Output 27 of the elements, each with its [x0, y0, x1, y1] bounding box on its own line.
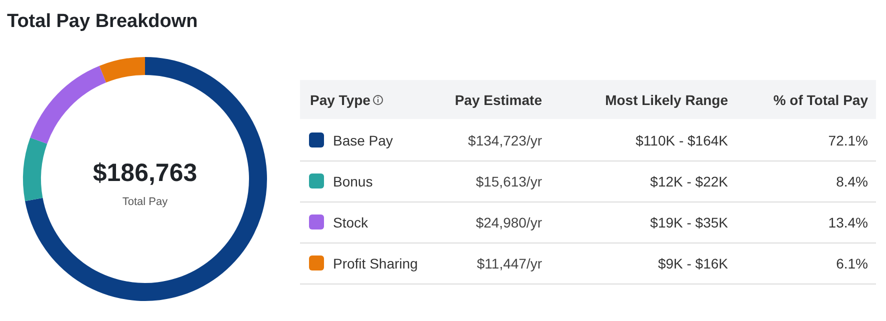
text: $15,613/yr	[476, 174, 542, 190]
text: $11,447/yr	[476, 256, 542, 272]
text: Most Likely Range	[605, 92, 728, 108]
text: % of Total Pay	[773, 92, 868, 108]
legend-label: Stock	[333, 214, 370, 230]
text: Pay Estimate	[454, 92, 542, 108]
donut-slice	[30, 66, 106, 144]
chart-title: Total Pay Breakdown	[7, 11, 198, 32]
text: $19K - $35K	[650, 214, 729, 230]
legend-label: Base Pay	[333, 132, 393, 148]
data-label: 13.4%	[828, 214, 868, 230]
legend-label: Profit Sharing	[333, 256, 418, 272]
text: $9K - $16K	[658, 256, 729, 272]
text: $12K - $22K	[650, 174, 729, 190]
data-label: 6.1%	[836, 256, 868, 272]
data-label: 72.1%	[828, 132, 868, 148]
legend-label: Bonus	[333, 174, 373, 190]
text: Pay Type	[310, 92, 371, 108]
donut-slice	[25, 57, 267, 301]
data-label: 8.4%	[836, 174, 868, 190]
text: $186,763	[92, 159, 198, 187]
text: $24,980/yr	[476, 214, 542, 230]
donut-slice	[23, 138, 48, 202]
text: Total Pay	[122, 196, 168, 208]
text: $134,723/yr	[468, 132, 542, 148]
text: $110K - $164K	[636, 132, 729, 148]
donut-slice	[99, 57, 145, 83]
